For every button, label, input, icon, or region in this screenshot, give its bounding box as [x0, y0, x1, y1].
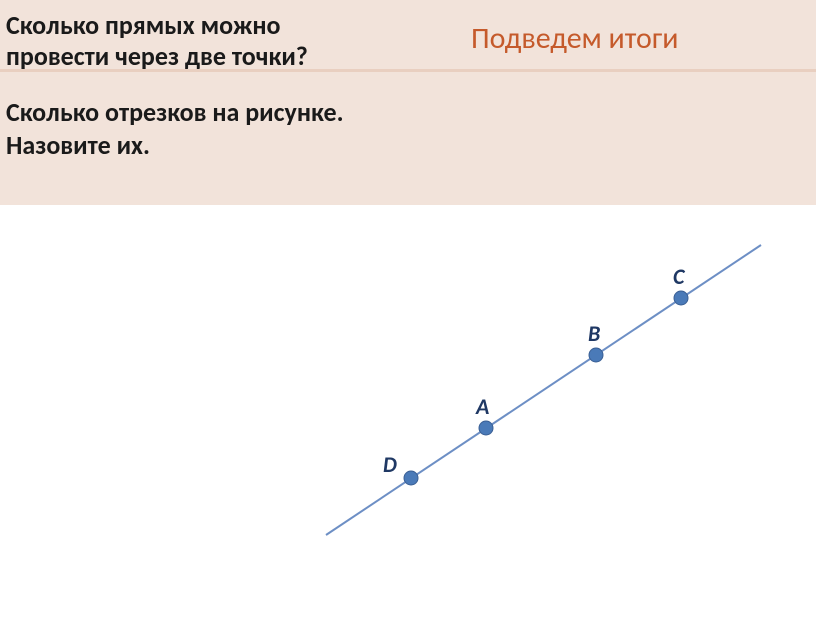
point-d [404, 471, 418, 485]
point-label-a: A [475, 393, 489, 420]
geometry-diagram: D A B C [261, 205, 816, 613]
point-c [674, 291, 688, 305]
point-a [479, 421, 493, 435]
question-1-line-1: Сколько прямых можно [6, 9, 280, 41]
point-label-b: B [588, 320, 600, 347]
question-2-line-2: Назовите их. [6, 129, 150, 161]
question-1: Сколько прямых можно провести через две … [6, 10, 308, 72]
diagram-svg: D A B C [261, 205, 816, 613]
point-b [589, 348, 603, 362]
point-label-d: D [383, 451, 397, 478]
question-2-line-1: Сколько отрезков на рисунке. [6, 96, 344, 128]
question-2: Сколько отрезков на рисунке. Назовите их… [6, 96, 344, 161]
point-label-c: C [673, 263, 686, 290]
summary-title: Подведем итоги [471, 20, 678, 57]
question-1-line-2: провести через две точки? [6, 40, 308, 72]
line-segment [326, 245, 761, 535]
